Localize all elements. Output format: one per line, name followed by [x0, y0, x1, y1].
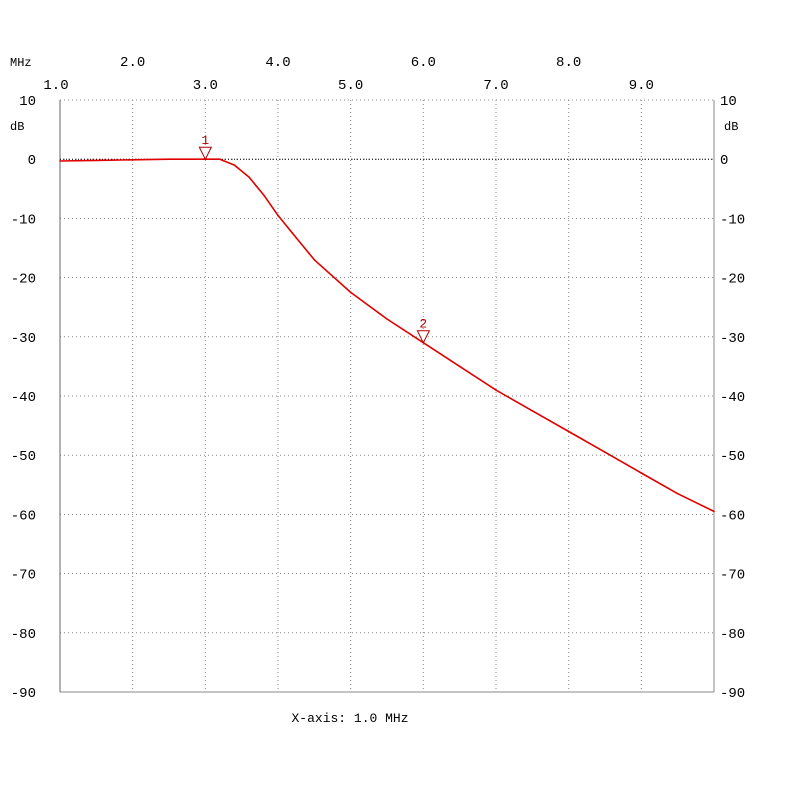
marker-label: 1: [201, 133, 209, 148]
data-point: [531, 410, 534, 412]
data-point: [349, 291, 352, 294]
y-tick-label-right: -50: [720, 449, 745, 465]
data-point: [604, 451, 606, 454]
y-tick-label-right: 10: [720, 94, 737, 110]
data-point: [233, 164, 236, 166]
x-tick-label-bottom: 1.0: [43, 78, 68, 94]
y-tick-label-left: -90: [11, 686, 36, 702]
y-tick-label-right: -80: [720, 627, 745, 643]
y-tick-label-left: -80: [11, 627, 36, 643]
y-tick-label-left: -70: [11, 568, 36, 584]
y-tick-label-right: -10: [720, 212, 745, 228]
data-point: [248, 176, 250, 178]
y-tick-label-right: -20: [720, 272, 745, 288]
y-tick-label-right: -30: [720, 331, 745, 347]
data-point: [168, 158, 170, 160]
data-point: [567, 430, 570, 433]
y-tick-label-left: 0: [28, 153, 36, 169]
marker-triangle: [416, 330, 431, 344]
data-point: [313, 259, 316, 261]
y-tick-label-left: -40: [11, 390, 36, 406]
x-tick-label-top: 6.0: [411, 55, 436, 71]
marker-label: 2: [419, 317, 427, 332]
data-point: [291, 232, 294, 234]
x-tick-label-top: 4.0: [265, 55, 290, 71]
marker-layer: 12: [198, 133, 431, 344]
x-tick-label-bottom: 5.0: [338, 78, 363, 94]
footer-label: X-axis: 1.0 MHz: [291, 711, 408, 726]
y-unit-label-left: dB: [10, 120, 24, 134]
y-tick-label-right: -60: [720, 508, 745, 524]
x-tick-label-bottom: 9.0: [629, 78, 654, 94]
data-point: [458, 365, 461, 368]
data-point: [676, 492, 679, 495]
marker-1: 1: [198, 133, 213, 161]
x-tick-label-top: 2.0: [120, 55, 145, 71]
x-tick-label-bottom: 7.0: [483, 78, 508, 94]
y-unit-label-right: dB: [724, 120, 738, 134]
x-tick-label-bottom: 3.0: [193, 78, 218, 94]
x-unit-label: MHz: [10, 56, 32, 70]
y-tick-label-right: 0: [720, 153, 728, 169]
y-tick-label-right: -90: [720, 686, 745, 702]
y-tick-label-right: -40: [720, 390, 745, 406]
grid: [59, 99, 715, 693]
data-point: [640, 472, 643, 474]
y-tick-label-left: -50: [11, 449, 36, 465]
marker-triangle: [198, 146, 213, 161]
data-point: [386, 318, 388, 320]
y-tick-label-left: 10: [19, 94, 36, 110]
data-point: [262, 193, 265, 196]
y-tick-label-right: -70: [720, 568, 745, 584]
data-point: [713, 510, 715, 513]
y-tick-label-left: -10: [11, 212, 36, 228]
marker-2: 2: [416, 317, 431, 344]
data-point: [59, 160, 61, 162]
axis-labels: 10 10 0 0 -10 -10 -20 -20 -30 -30 -40 -40 -50 -50 -60 -…: [10, 55, 745, 702]
series-line: [59, 158, 715, 513]
x-tick-label-top: 8.0: [556, 55, 581, 71]
data-point: [495, 389, 497, 391]
series-layer: [59, 158, 715, 513]
data-point: [277, 214, 279, 217]
data-point: [219, 158, 221, 160]
data-point: [95, 159, 98, 162]
y-tick-label-left: -60: [11, 508, 36, 524]
y-tick-label-left: -20: [11, 272, 36, 288]
y-tick-label-left: -30: [11, 331, 36, 347]
data-point: [131, 158, 134, 161]
